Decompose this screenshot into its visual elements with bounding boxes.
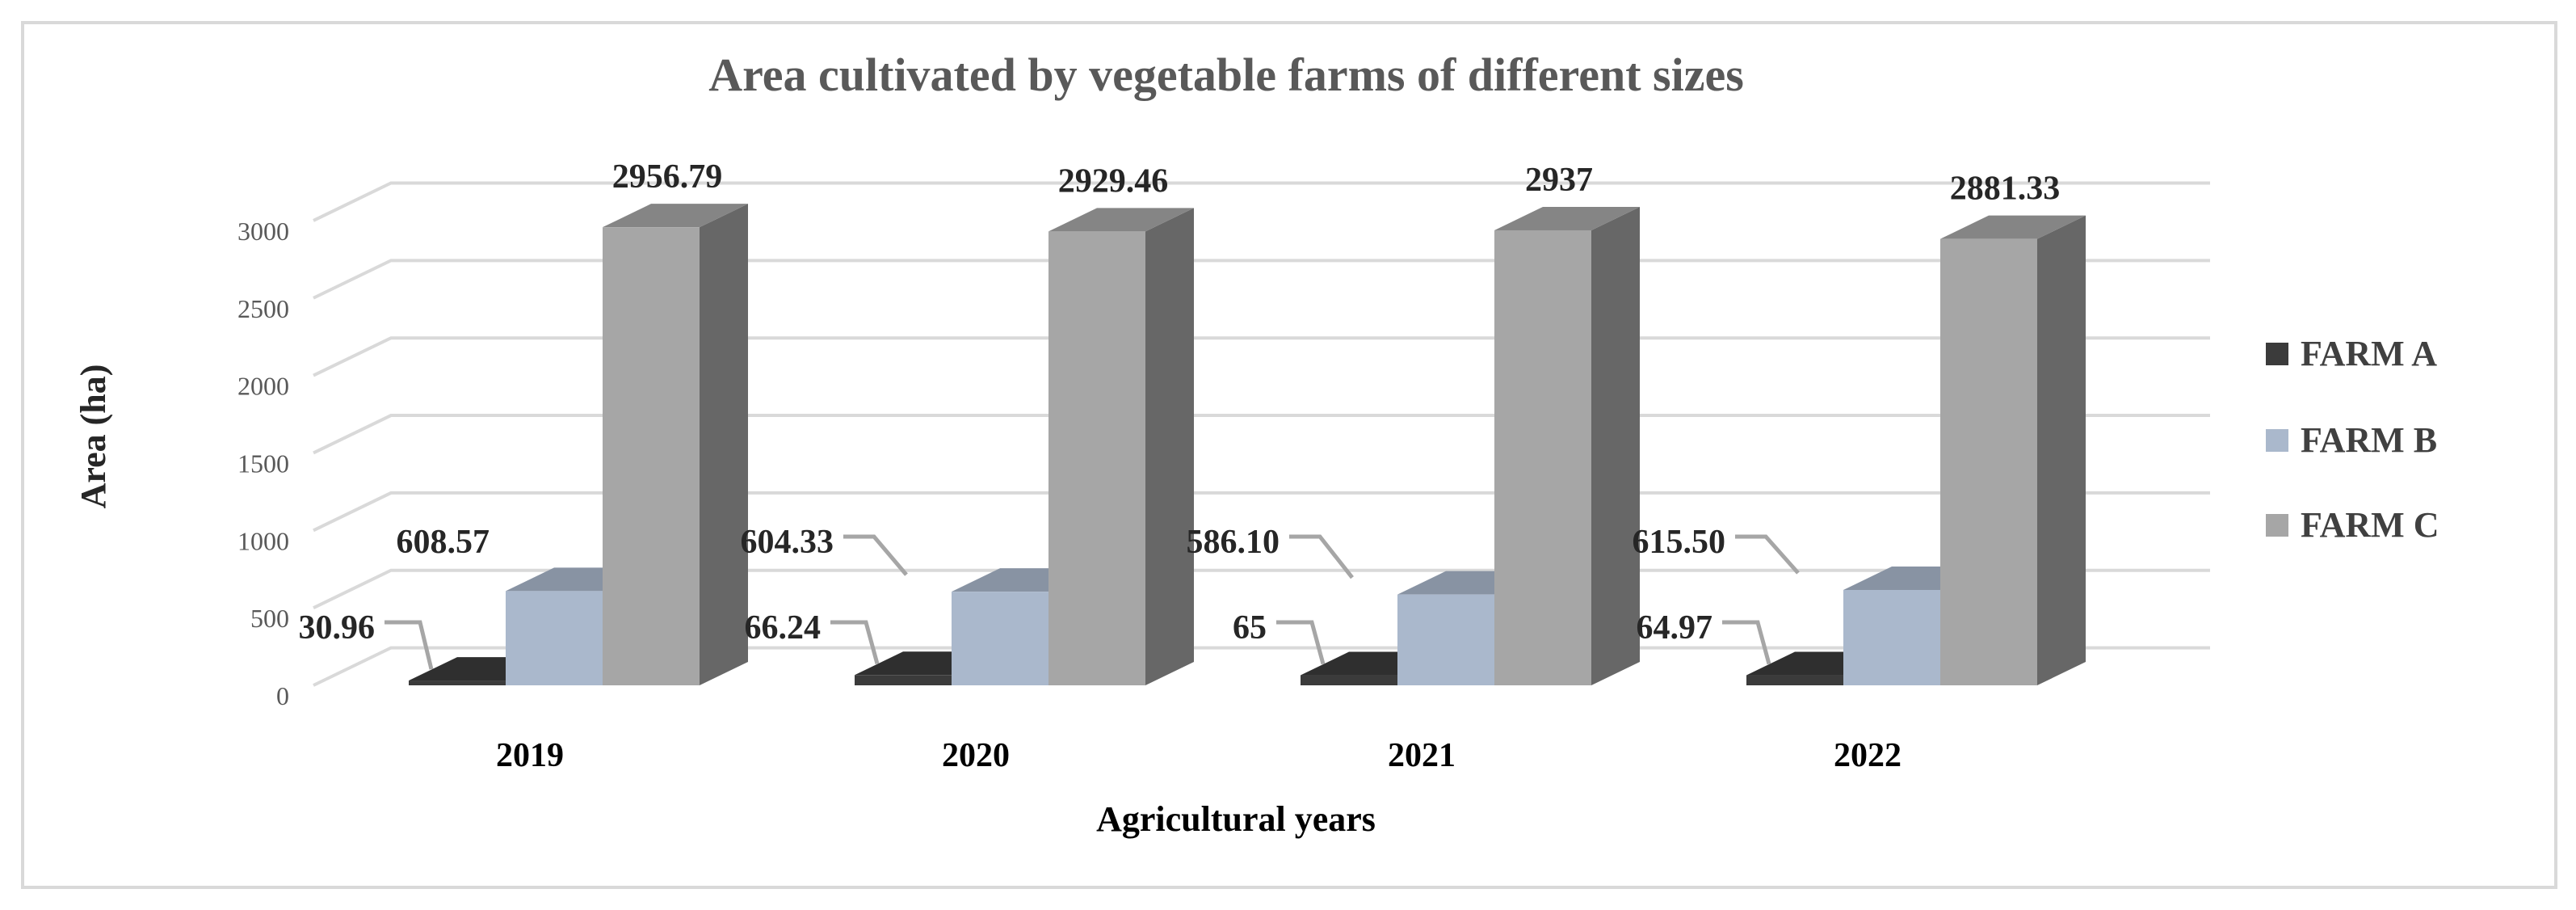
bar-top xyxy=(1940,215,2086,239)
leader-line xyxy=(830,620,880,664)
bar-front xyxy=(603,227,700,685)
chart-title: Area cultivated by vegetable farms of di… xyxy=(708,48,1744,101)
bar-side xyxy=(2037,215,2086,685)
y-tick-label: 1500 xyxy=(237,449,289,478)
data-label-farm-c-2021: 2937 xyxy=(1525,162,1593,199)
bar-front xyxy=(1301,675,1397,685)
legend-label-farm-c: FARM C xyxy=(2301,505,2439,545)
bar-side xyxy=(1145,208,1194,686)
chart-frame xyxy=(21,21,2557,889)
data-label-farm-a-2022: 64.97 xyxy=(1637,609,1713,647)
y-tick-label: 2000 xyxy=(237,372,289,401)
bar-farm-c-2019 xyxy=(603,204,748,685)
bar-front xyxy=(952,592,1048,685)
data-label-farm-b-2019: 608.57 xyxy=(397,524,490,561)
bar-front xyxy=(506,591,603,685)
legend-swatch-farm-c xyxy=(2266,514,2288,537)
bar-side xyxy=(1591,206,1640,685)
legend-swatch-farm-a xyxy=(2266,343,2288,365)
y-tick-label: 0 xyxy=(276,681,289,710)
gridline xyxy=(313,181,2210,222)
legend-item-farm-c: FARM C xyxy=(2266,505,2439,545)
leader-line xyxy=(1289,534,1354,579)
leader-line xyxy=(843,534,908,576)
x-axis-ticks: 2019 2020 2021 2022 xyxy=(496,737,1902,774)
bar-farm-c-2020 xyxy=(1048,208,1194,686)
gridlines xyxy=(313,181,2210,687)
bar-front xyxy=(1746,675,1843,685)
leader-line xyxy=(1735,534,1800,575)
bar-front xyxy=(1843,590,1940,685)
y-tick-label: 1000 xyxy=(237,526,289,555)
x-axis-label: Agricultural years xyxy=(1096,799,1376,839)
bar-front xyxy=(855,675,952,685)
x-tick-label-2022: 2022 xyxy=(1834,737,1902,774)
y-axis-ticks: 0 500 1000 1500 2000 2500 3000 xyxy=(237,217,289,710)
x-tick-label-2020: 2020 xyxy=(942,737,1010,774)
legend: FARM A FARM B FARM C xyxy=(2266,334,2439,545)
data-label-farm-a-2019: 30.96 xyxy=(299,609,376,647)
legend-swatch-farm-b xyxy=(2266,429,2288,452)
bar-side xyxy=(700,204,748,685)
leader-lines xyxy=(385,534,1800,670)
x-tick-label-2019: 2019 xyxy=(496,737,564,774)
bar-front xyxy=(1494,230,1591,685)
leader-line xyxy=(385,620,434,670)
data-label-farm-c-2020: 2929.46 xyxy=(1058,162,1169,200)
data-label-farm-c-2019: 2956.79 xyxy=(612,158,723,196)
bars xyxy=(409,204,2086,686)
bar-top xyxy=(603,204,748,228)
bar-top xyxy=(1494,206,1640,230)
bar-front xyxy=(1940,238,2037,685)
leader-line xyxy=(1722,620,1771,665)
bar-front xyxy=(1397,594,1494,685)
data-label-farm-b-2021: 586.10 xyxy=(1187,524,1280,561)
x-tick-label-2021: 2021 xyxy=(1388,737,1456,774)
data-label-farm-b-2022: 615.50 xyxy=(1633,524,1726,561)
data-labels: 30.96 608.57 2956.79 66.24 604.33 2929.46 65 58… xyxy=(299,158,2061,647)
legend-item-farm-a: FARM A xyxy=(2266,334,2437,373)
legend-label-farm-a: FARM A xyxy=(2301,334,2437,373)
bar-farm-c-2021 xyxy=(1494,206,1640,685)
bar-top xyxy=(1048,208,1194,232)
bar-farm-c-2022 xyxy=(1940,215,2086,685)
leader-line xyxy=(1276,620,1326,665)
legend-item-farm-b: FARM B xyxy=(2266,420,2437,460)
y-tick-label: 500 xyxy=(250,604,289,633)
bar-front xyxy=(1048,231,1145,686)
data-label-farm-b-2020: 604.33 xyxy=(741,524,834,561)
y-tick-label: 3000 xyxy=(237,217,289,246)
legend-label-farm-b: FARM B xyxy=(2301,420,2437,460)
bar-front xyxy=(409,680,506,685)
y-axis-label: Area (ha) xyxy=(74,364,113,509)
data-label-farm-a-2020: 66.24 xyxy=(745,609,822,647)
y-tick-label: 2500 xyxy=(237,294,289,323)
data-label-farm-c-2022: 2881.33 xyxy=(1950,171,2061,208)
data-label-farm-a-2021: 65 xyxy=(1233,609,1267,647)
